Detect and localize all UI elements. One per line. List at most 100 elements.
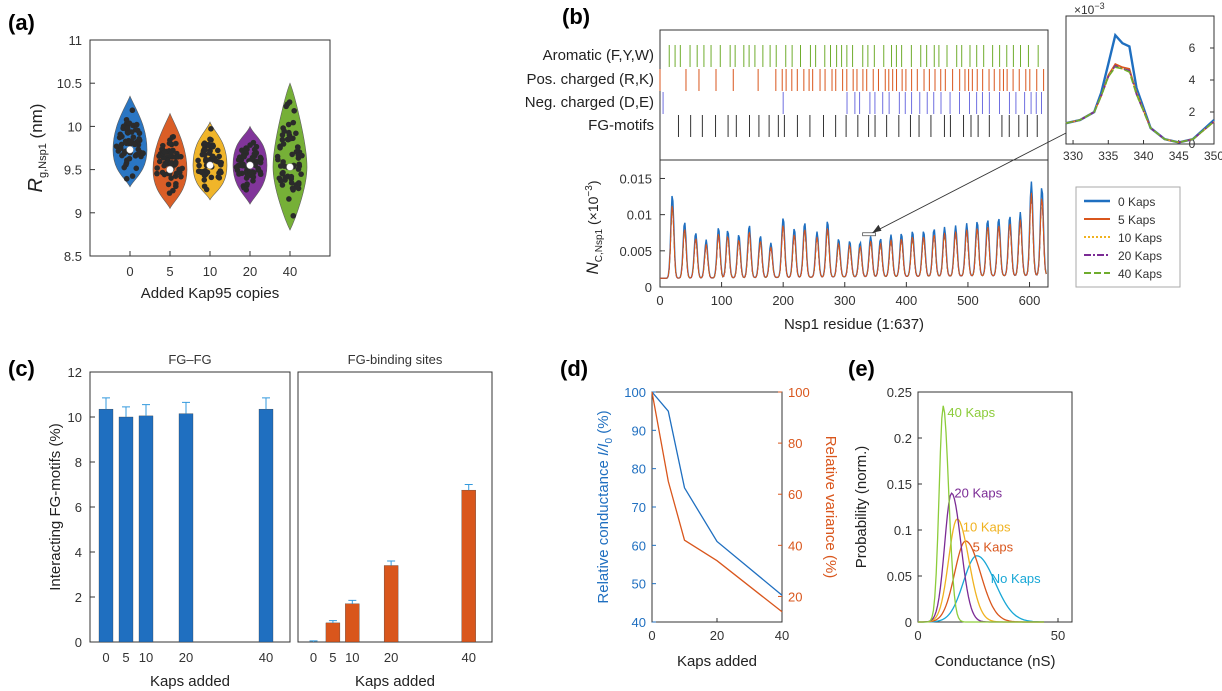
data-point [287,135,294,142]
data-point [218,169,224,176]
x-tick-label: 0 [656,293,663,308]
x-tick-label: 0 [126,264,133,279]
data-point [247,142,253,148]
x-axis-label: Kaps added [355,673,435,690]
inset-multiplier-exp: −3 [1094,1,1104,11]
data-point [286,196,292,202]
x-tick-label: 300 [834,293,856,308]
data-point [201,177,208,183]
y-tick-label: 6 [75,500,82,515]
legend-label: 40 Kaps [1118,267,1162,281]
legend-label: 0 Kaps [1118,195,1155,209]
y-axis-label: Rg,Nsp1 (nm) [25,104,49,193]
data-point [284,101,291,108]
y-axis-label-left: Relative conductance I/I0 (%) [595,410,615,603]
data-point [113,143,120,150]
y-axis-label-unit: (×10 [585,196,601,229]
y-axis-label-main: R [25,178,47,192]
y-tick-label: 8 [75,455,82,470]
data-point [172,160,179,167]
y-axis-label-close: ) [585,180,601,185]
x-tick-label: 50 [1051,628,1065,643]
data-point [129,107,136,114]
data-point [236,171,242,177]
x-tick-label: 5 [329,650,336,665]
series-label: 20 Kaps [954,485,1002,500]
data-point [202,147,208,153]
data-point [280,169,286,176]
y-tick-label: 9 [75,206,82,221]
data-point [258,156,264,162]
data-point [214,147,221,154]
x-tick-label: 20 [384,650,398,665]
y-axis-label-sub: C,Nsp1 [594,228,605,262]
data-point [120,125,126,132]
data-point [278,177,284,184]
inset-multiplier: ×10−3 [1074,1,1105,17]
series-line-1 [660,192,1047,279]
y-tick-label: 0.25 [887,385,912,400]
x-tick-label: 400 [895,293,917,308]
y-tick-label: 0.05 [887,569,912,584]
series-line-1 [651,391,783,613]
data-point [235,157,242,163]
data-point [156,153,162,159]
y-tick-label: 9.5 [64,163,82,178]
data-point [298,171,304,177]
data-point [247,169,254,175]
series-label: 5 Kaps [973,540,1014,555]
data-point [288,173,295,180]
panel-label-e: (e) [848,356,875,381]
x-axis-label: Conductance (nS) [935,653,1056,670]
data-point [136,136,142,142]
data-point [296,161,302,168]
data-point [285,121,292,128]
data-point [165,181,172,188]
x-tick-label: 40 [283,264,297,279]
y-axis-label-right: Relative variance (%) [822,436,839,579]
y-tick-label: 11 [69,33,83,48]
inset-line-4 [1065,66,1215,144]
y-axis-label-sub: g,Nsp1 [37,143,49,178]
y-tick-label: 4 [75,545,82,560]
legend-label: 10 Kaps [1118,231,1162,245]
bar [118,416,134,643]
data-point [248,157,255,163]
legend-label: 5 Kaps [1118,213,1155,227]
x-axis-label: Added Kap95 copies [141,285,279,302]
bar [178,413,194,643]
data-point [277,145,283,151]
data-point [122,138,129,145]
data-point [279,136,286,143]
y-axis-label-left-unit: (%) [595,410,612,438]
data-point [161,162,167,169]
track-label: FG-motifs [588,117,654,134]
panel-c-bars: 0 2 4 6 8 10 12 Interacting FG-motifs (%) FG–FG 0… [47,352,493,690]
data-point [196,162,202,169]
data-point [124,125,131,131]
y-axis-label: Probability (norm.) [853,446,870,569]
data-point [290,212,297,219]
data-point [121,164,128,171]
data-point [119,152,125,159]
data-point [208,126,214,132]
data-point [288,179,295,186]
data-point [129,173,136,179]
y-tick-label-right: 100 [788,385,810,400]
y-tick-label: 0 [75,635,82,650]
data-point [168,175,174,181]
data-point [286,129,292,136]
y-tick-label: 0.2 [894,431,912,446]
y-tick-label: 10 [68,410,82,425]
track-label: Aromatic (F,Y,W) [543,47,654,64]
data-point [154,165,160,171]
panel-b-contacts: Aromatic (F,Y,W) Pos. charged (R,K) Neg. c… [525,1,1222,333]
y-tick-label: 0.15 [887,477,912,492]
data-point [201,172,208,179]
data-point [240,161,246,168]
distribution-line-0 [918,555,1044,623]
data-point [159,142,166,149]
y-tick-label: 0.015 [619,171,652,186]
data-point [280,159,286,165]
